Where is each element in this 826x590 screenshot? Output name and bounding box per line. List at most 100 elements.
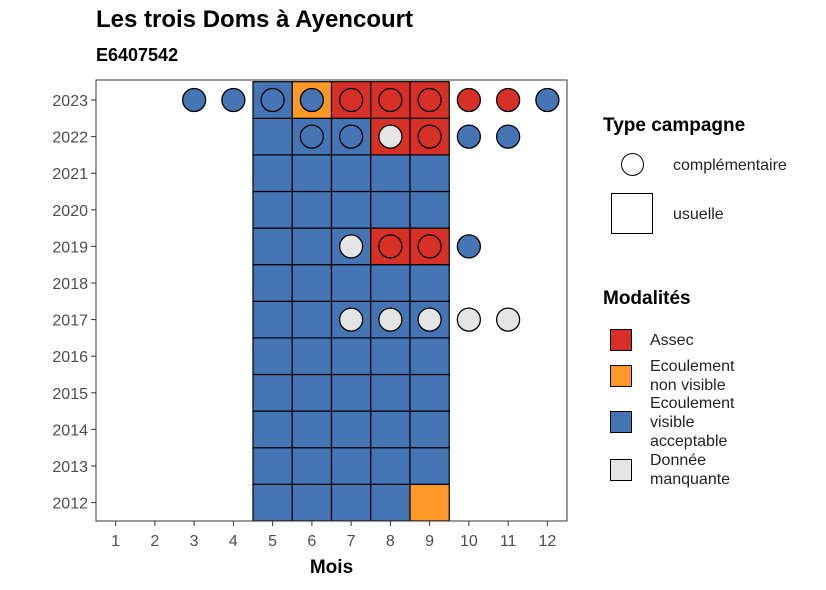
tile-2013-8 [370,447,411,485]
tile-2015-7 [330,373,372,412]
tile-2017-6 [291,300,333,339]
tile-2020-7 [330,190,372,229]
tile-2013-7 [330,447,372,485]
point-2022-11 [495,124,521,149]
chart-title: Les trois Doms à Ayencourt [96,6,413,33]
legend-ecoulement-visible-label: Ecoulement visible acceptable [650,395,735,450]
x-tick-label-9: 9 [425,533,434,550]
tile-2016-8 [370,337,411,376]
legend-ecoulement-visible-swatch [610,411,632,433]
x-tick-label-5: 5 [268,533,277,550]
x-tick-label-12: 12 [538,533,556,550]
tile-2014-7 [330,410,372,449]
legend-donnee-manquante-label: Donnée manquante [650,452,731,488]
point-2022-6 [299,124,325,149]
y-tick-label-2018: 2018 [52,276,88,293]
y-tick-label-2019: 2019 [52,239,88,256]
point-2023-7 [338,87,364,113]
point-2023-5 [260,87,285,113]
point-2019-10 [456,234,482,259]
y-tick-label-2013: 2013 [52,459,88,476]
point-2023-4 [221,87,246,113]
tile-2016-7 [330,337,372,376]
tile-2014-6 [291,410,333,449]
point-2019-8 [378,234,403,259]
tile-2012-6 [291,483,333,522]
x-tick-label-10: 10 [460,533,478,550]
legend-type-title: Type campagne [603,115,746,136]
tile-2020-9 [409,190,450,229]
tile-2021-5 [252,154,293,193]
x-tick-label-7: 7 [347,533,356,550]
tile-2020-6 [291,190,333,229]
point-2019-7 [338,234,364,259]
y-tick-label-2017: 2017 [52,313,88,330]
point-2022-10 [456,124,482,149]
legend-complementaire-circle [621,153,644,176]
tile-2020-8 [370,190,411,229]
y-tick-label-2023: 2023 [52,93,88,110]
legend-assec-label: Assec [650,332,694,349]
tile-2014-9 [409,410,450,449]
point-2023-6 [299,87,325,113]
tile-2015-5 [252,373,293,412]
x-tick-label-3: 3 [190,533,199,550]
x-tick-label-6: 6 [307,533,316,550]
tile-2014-5 [252,410,293,449]
point-2023-9 [417,87,442,113]
tile-2013-5 [252,447,293,485]
tile-2018-5 [252,264,293,302]
tile-2022-5 [252,117,293,156]
tile-2012-9 [409,483,450,522]
legend-ecoulement-non-visible-label: Ecoulement non visible [650,358,735,394]
tile-2017-5 [252,300,293,339]
tile-2021-9 [409,154,450,193]
point-2022-9 [417,124,442,149]
y-tick-label-2016: 2016 [52,349,88,366]
tile-2013-6 [291,447,333,485]
point-2023-8 [378,87,403,113]
tile-2012-7 [330,483,372,522]
tile-2015-6 [291,373,333,412]
tile-2021-7 [330,154,372,193]
legend-usuelle-square [611,193,653,234]
point-2023-3 [181,87,207,113]
y-tick-label-2015: 2015 [52,386,88,403]
tile-2018-7 [330,264,372,302]
tile-2019-6 [291,227,333,266]
tile-2014-8 [370,410,411,449]
tile-2018-8 [370,264,411,302]
y-tick-label-2012: 2012 [52,496,88,513]
point-2017-10 [456,307,482,332]
point-2017-9 [417,307,442,332]
tile-2020-5 [252,190,293,229]
y-tick-label-2020: 2020 [52,203,88,220]
y-tick-label-2014: 2014 [52,422,88,439]
x-tick-label-11: 11 [500,533,517,550]
point-2017-11 [495,307,521,332]
legend-modalites-title: Modalités [603,288,691,309]
tile-2019-5 [252,227,293,266]
tile-2013-9 [409,447,450,485]
legend-donnee-manquante-swatch [610,459,632,481]
point-2022-7 [338,124,364,149]
point-2023-10 [456,87,482,113]
x-axis-label: Mois [310,557,353,578]
point-2023-11 [495,87,521,113]
legend-complementaire-label: complémentaire [673,157,787,174]
point-2023-12 [535,87,560,113]
plot-border [95,79,568,522]
tile-2012-5 [252,483,293,522]
x-tick-label-2: 2 [150,533,159,550]
x-tick-label-1: 1 [111,533,120,550]
y-tick-label-2021: 2021 [52,166,88,183]
point-2022-8 [378,124,403,149]
point-2019-9 [417,234,442,259]
point-2017-7 [338,307,364,332]
tile-2021-8 [370,154,411,193]
x-tick-label-8: 8 [386,533,395,550]
y-tick-label-2022: 2022 [52,130,88,147]
legend-ecoulement-non-visible-swatch [610,365,632,387]
tile-2015-9 [409,373,450,412]
